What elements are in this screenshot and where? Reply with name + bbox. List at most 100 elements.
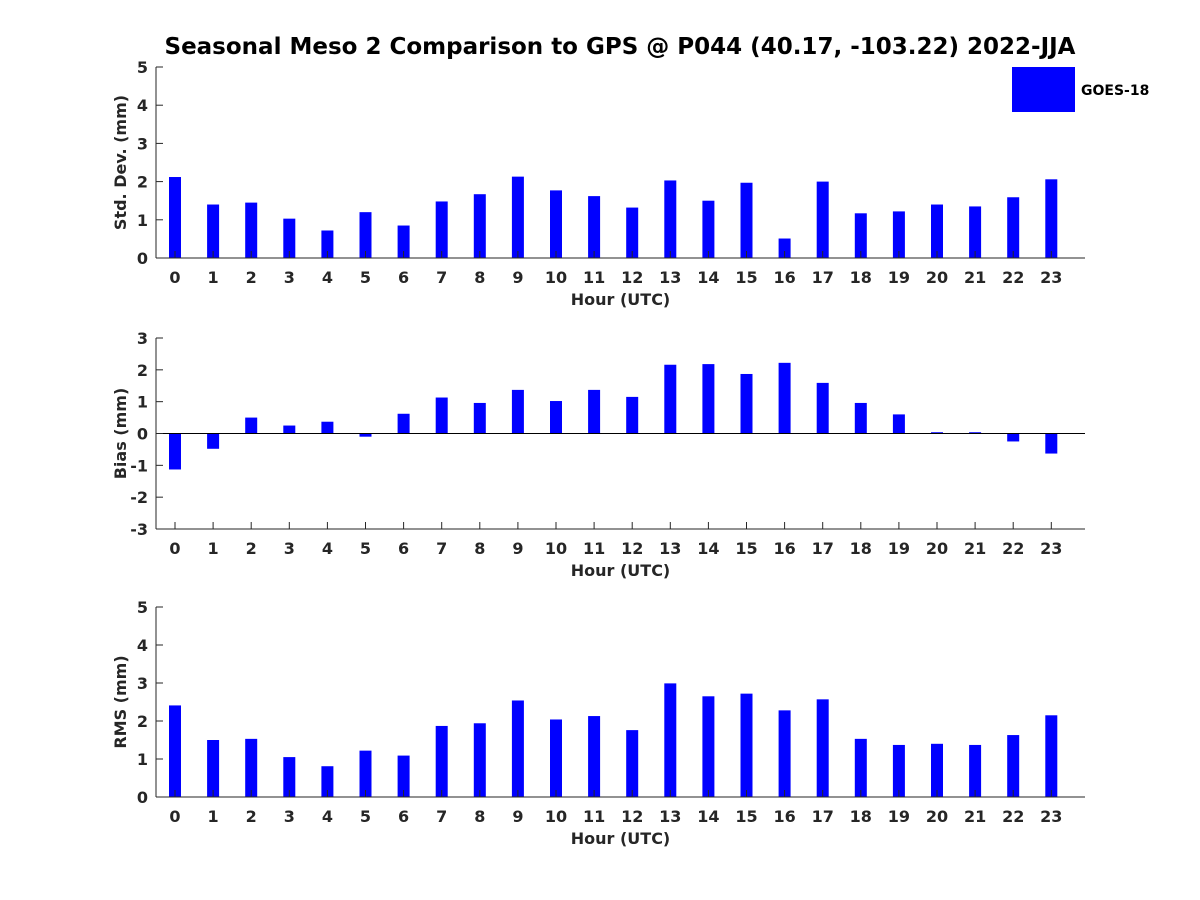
bar-rms-hour-6 (397, 755, 410, 797)
bar-bias-hour-7 (435, 397, 448, 434)
bar-rms-hour-8 (473, 723, 486, 797)
x-tick-label-rms-5: 5 (360, 807, 371, 826)
bar-bias-hour-6 (397, 413, 410, 434)
x-tick-label-rms-13: 13 (659, 807, 681, 826)
bar-std-dev-hour-18 (854, 213, 867, 258)
x-tick-label-rms-6: 6 (398, 807, 409, 826)
x-tick-label-bias-23: 23 (1040, 539, 1062, 558)
x-tick-label-bias-11: 11 (583, 539, 605, 558)
bar-rms-hour-4 (321, 766, 334, 797)
x-tick-label-bias-21: 21 (964, 539, 986, 558)
bar-bias-hour-15 (740, 373, 753, 434)
bar-std-dev-hour-11 (588, 196, 601, 258)
y-tick-label-std-dev-4: 4 (137, 96, 148, 115)
x-tick-label-bias-8: 8 (474, 539, 485, 558)
bar-bias-hour-10 (550, 401, 562, 434)
x-tick-label-bias-20: 20 (926, 539, 948, 558)
bar-std-dev-hour-21 (969, 206, 982, 258)
chart-title: Seasonal Meso 2 Comparison to GPS @ P044… (165, 34, 1076, 60)
x-tick-label-bias-19: 19 (888, 539, 910, 558)
x-tick-label-rms-3: 3 (284, 807, 295, 826)
bar-bias-hour-11 (588, 389, 601, 434)
bar-std-dev-hour-2 (245, 202, 258, 258)
y-tick-label-bias-1: 1 (137, 393, 148, 412)
x-tick-label-rms-14: 14 (697, 807, 719, 826)
x-tick-label-bias-1: 1 (208, 539, 219, 558)
bar-std-dev-hour-5 (359, 212, 372, 258)
bar-std-dev-hour-13 (664, 180, 677, 258)
x-tick-label-std-dev-12: 12 (621, 268, 643, 287)
x-tick-label-bias-18: 18 (850, 539, 872, 558)
bar-std-dev-hour-14 (702, 200, 715, 258)
legend-label-goes-18: GOES-18 (1081, 83, 1149, 99)
legend: GOES-18 (1012, 67, 1149, 112)
x-axis-label-rms: Hour (UTC) (571, 829, 671, 848)
x-tick-label-std-dev-21: 21 (964, 268, 986, 287)
bar-std-dev-hour-15 (740, 182, 753, 258)
x-tick-label-std-dev-23: 23 (1040, 268, 1062, 287)
y-axis-label-std-dev: Std. Dev. (mm) (111, 95, 130, 230)
x-tick-label-std-dev-19: 19 (888, 268, 910, 287)
bar-bias-hour-17 (816, 382, 829, 434)
bar-rms-hour-18 (854, 738, 867, 797)
x-axis-label-bias: Hour (UTC) (571, 561, 671, 580)
y-tick-label-rms-0: 0 (137, 788, 148, 807)
bar-std-dev-hour-17 (816, 181, 829, 258)
x-tick-label-std-dev-17: 17 (812, 268, 834, 287)
bar-rms-hour-5 (359, 750, 372, 797)
x-tick-label-bias-9: 9 (512, 539, 523, 558)
x-tick-label-rms-21: 21 (964, 807, 986, 826)
bar-rms-hour-12 (626, 730, 639, 797)
bar-std-dev-hour-23 (1045, 179, 1058, 258)
bar-rms-hour-17 (816, 699, 829, 797)
x-tick-label-std-dev-8: 8 (474, 268, 485, 287)
x-tick-label-std-dev-15: 15 (735, 268, 757, 287)
x-tick-label-std-dev-13: 13 (659, 268, 681, 287)
y-axis-label-rms: RMS (mm) (111, 655, 130, 748)
y-tick-label-bias-0: 0 (137, 425, 148, 444)
x-tick-label-std-dev-20: 20 (926, 268, 948, 287)
bar-std-dev-hour-22 (1007, 197, 1020, 258)
x-tick-label-rms-0: 0 (169, 807, 180, 826)
x-tick-label-std-dev-3: 3 (284, 268, 295, 287)
bar-rms-hour-10 (550, 719, 562, 797)
x-axis-label-std-dev: Hour (UTC) (571, 290, 671, 309)
bar-std-dev-hour-6 (397, 225, 410, 258)
x-tick-label-std-dev-16: 16 (773, 268, 795, 287)
y-tick-label-bias--2: -2 (130, 488, 148, 507)
bar-std-dev-hour-19 (892, 211, 905, 258)
bar-rms-hour-1 (207, 740, 220, 797)
y-tick-label-bias-3: 3 (137, 329, 148, 348)
x-tick-label-bias-13: 13 (659, 539, 681, 558)
y-tick-label-std-dev-0: 0 (137, 249, 148, 268)
x-tick-label-bias-14: 14 (697, 539, 719, 558)
bar-std-dev-hour-10 (550, 190, 562, 258)
bar-rms-hour-20 (931, 743, 943, 797)
x-tick-label-std-dev-11: 11 (583, 268, 605, 287)
bar-rms-hour-13 (664, 683, 677, 797)
bar-std-dev-hour-16 (778, 238, 791, 258)
y-tick-label-std-dev-5: 5 (137, 58, 148, 77)
x-tick-label-rms-2: 2 (246, 807, 257, 826)
bar-rms-hour-11 (588, 716, 601, 797)
x-tick-label-rms-22: 22 (1002, 807, 1024, 826)
x-tick-label-std-dev-6: 6 (398, 268, 409, 287)
y-axis-label-bias: Bias (mm) (111, 388, 130, 480)
bar-bias-hour-21 (969, 432, 982, 434)
bar-bias-hour-9 (511, 389, 524, 434)
x-tick-label-bias-0: 0 (169, 539, 180, 558)
y-tick-label-bias-2: 2 (137, 361, 148, 380)
y-tick-label-std-dev-2: 2 (137, 173, 148, 192)
bar-rms-hour-23 (1045, 715, 1058, 797)
x-tick-label-rms-23: 23 (1040, 807, 1062, 826)
x-tick-label-std-dev-2: 2 (246, 268, 257, 287)
bar-bias-hour-14 (702, 364, 715, 434)
y-tick-label-bias--3: -3 (130, 520, 148, 539)
x-tick-label-std-dev-22: 22 (1002, 268, 1024, 287)
x-tick-label-bias-4: 4 (322, 539, 333, 558)
bar-rms-hour-19 (892, 744, 905, 797)
x-tick-label-bias-16: 16 (773, 539, 795, 558)
